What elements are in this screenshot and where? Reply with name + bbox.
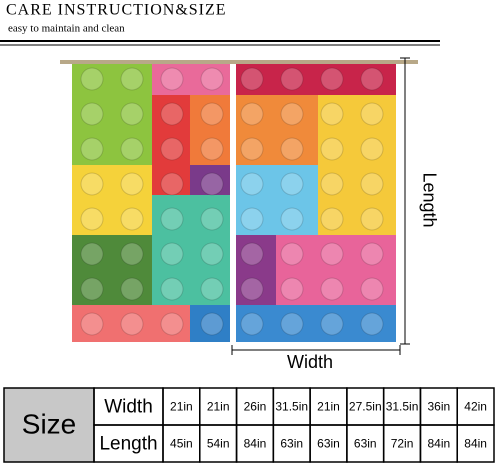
row-label: Length <box>99 434 157 455</box>
size-value: 31.5in <box>275 400 308 414</box>
size-table: Size Width 21in 21in 26in 31.5in 21in 27.5in 31… <box>3 387 495 463</box>
size-value: 42in <box>464 400 487 414</box>
size-value: 84in <box>427 437 450 451</box>
size-value: 31.5in <box>386 400 419 414</box>
row-label: Width <box>104 397 153 418</box>
subtitle: easy to maintain and clean <box>8 23 125 35</box>
width-label: Width <box>287 352 333 372</box>
size-value: 63in <box>354 437 377 451</box>
size-value: 54in <box>207 437 230 451</box>
curtain-left <box>72 60 230 342</box>
title: CARE INSTRUCTION&SIZE <box>6 2 227 19</box>
curtain-right <box>236 60 396 342</box>
size-label: Size <box>22 408 76 439</box>
size-value: 63in <box>280 437 303 451</box>
size-value: 26in <box>244 400 267 414</box>
length-label: Length <box>419 172 439 227</box>
size-value: 45in <box>170 437 193 451</box>
size-value: 84in <box>244 437 267 451</box>
size-value: 27.5in <box>349 400 382 414</box>
size-value: 21in <box>207 400 230 414</box>
size-value: 84in <box>464 437 487 451</box>
size-value: 72in <box>391 437 414 451</box>
size-value: 36in <box>427 400 450 414</box>
size-value: 63in <box>317 437 340 451</box>
size-value: 21in <box>317 400 340 414</box>
size-value: 21in <box>170 400 193 414</box>
value-cell <box>456 424 495 463</box>
